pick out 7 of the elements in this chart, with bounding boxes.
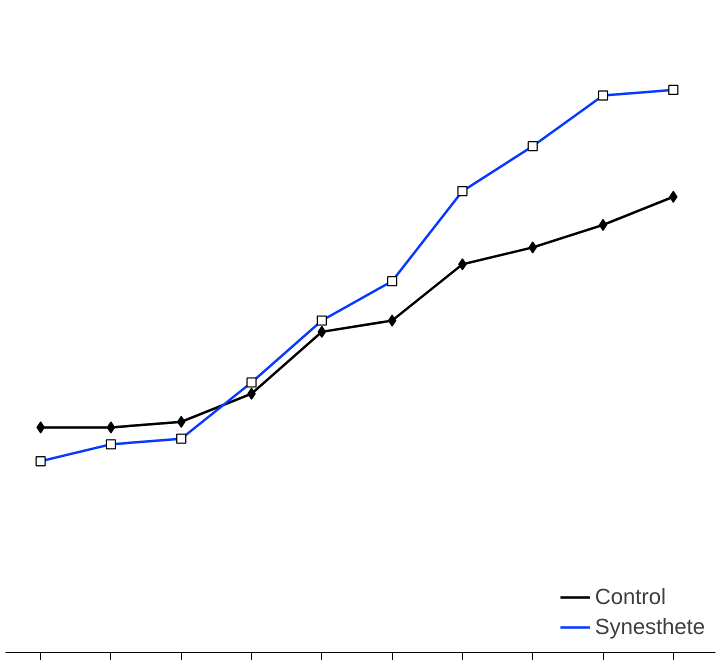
point <box>458 258 467 270</box>
point <box>318 326 326 338</box>
legend-label: Synesthete <box>594 614 705 640</box>
point <box>247 388 256 400</box>
point <box>176 416 186 428</box>
legend-label: Control <box>594 584 666 610</box>
point <box>669 190 678 203</box>
